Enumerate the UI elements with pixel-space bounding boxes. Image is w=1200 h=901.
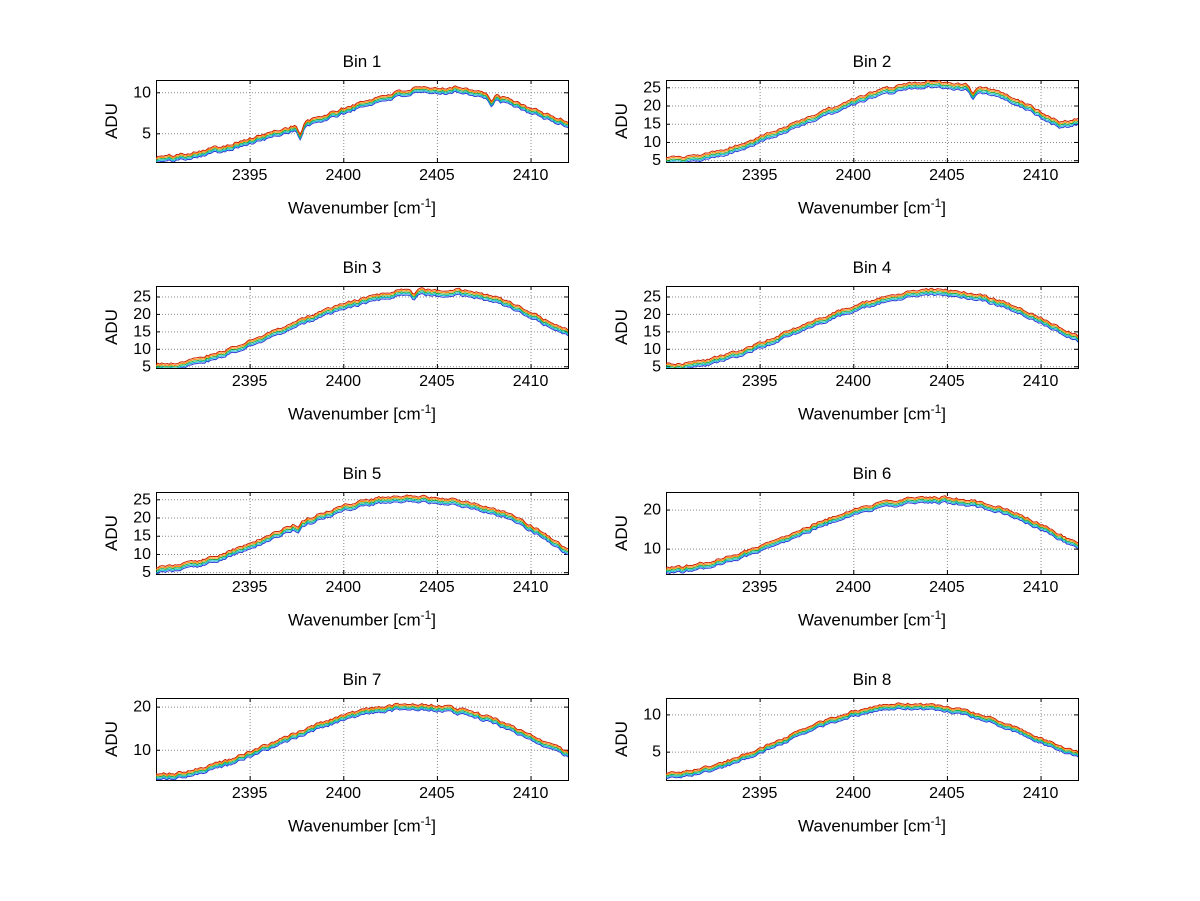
subplot-bin-2: Bin 2 ADU Wavenumber [cm-1] <box>586 50 1086 256</box>
x-axis-label-text: Wavenumber [cm <box>288 198 421 218</box>
x-axis-label-close-bracket: ] <box>431 404 436 424</box>
x-axis-label: Wavenumber [cm-1] <box>666 814 1078 837</box>
x-axis-label-close-bracket: ] <box>941 816 946 836</box>
subplot-grid: Bin 1 ADU Wavenumber [cm-1] Bin 2 ADU Wavenum… <box>76 50 1200 874</box>
y-axis-label: ADU <box>102 309 121 345</box>
y-axis-label: ADU <box>102 515 121 551</box>
chart-title: Bin 6 <box>852 464 892 483</box>
y-axis-label: ADU <box>612 103 631 139</box>
subplot-bin-4: Bin 4 ADU Wavenumber [cm-1] <box>586 256 1086 462</box>
chart-title: Bin 5 <box>342 464 382 483</box>
x-axis-label-close-bracket: ] <box>941 404 946 424</box>
y-axis-label: ADU <box>612 309 631 345</box>
y-axis-label: ADU <box>612 721 631 757</box>
plot-canvas <box>106 486 576 606</box>
x-axis-label-close-bracket: ] <box>941 198 946 218</box>
subplot-bin-1: Bin 1 ADU Wavenumber [cm-1] <box>76 50 576 256</box>
x-axis-label: Wavenumber [cm-1] <box>156 814 568 837</box>
x-axis-label-text: Wavenumber [cm <box>798 404 931 424</box>
chart-title: Bin 4 <box>852 258 892 277</box>
x-axis-label-close-bracket: ] <box>431 610 436 630</box>
y-axis-label: ADU <box>102 103 121 139</box>
plot-area: ADU <box>612 486 1086 606</box>
subplot-bin-8: Bin 8 ADU Wavenumber [cm-1] <box>586 668 1086 874</box>
x-axis-label-text: Wavenumber [cm <box>288 610 421 630</box>
subplot-bin-6: Bin 6 ADU Wavenumber [cm-1] <box>586 462 1086 668</box>
x-axis-label-text: Wavenumber [cm <box>288 816 421 836</box>
subplot-bin-5: Bin 5 ADU Wavenumber [cm-1] <box>76 462 576 668</box>
x-axis-label-superscript: -1 <box>930 608 942 622</box>
chart-title: Bin 7 <box>342 670 382 689</box>
chart-title: Bin 8 <box>852 670 892 689</box>
x-axis-label-text: Wavenumber [cm <box>798 198 931 218</box>
plot-canvas <box>616 74 1086 194</box>
x-axis-label: Wavenumber [cm-1] <box>666 196 1078 219</box>
plot-area: ADU <box>612 280 1086 400</box>
x-axis-label: Wavenumber [cm-1] <box>666 608 1078 631</box>
y-axis-label: ADU <box>102 721 121 757</box>
y-axis-label: ADU <box>612 515 631 551</box>
plot-area: ADU <box>102 486 576 606</box>
x-axis-label-superscript: -1 <box>420 814 432 828</box>
plot-canvas <box>616 486 1086 606</box>
chart-title: Bin 1 <box>342 52 382 71</box>
plot-canvas <box>616 280 1086 400</box>
x-axis-label-superscript: -1 <box>420 608 432 622</box>
plot-canvas <box>106 692 576 812</box>
plot-canvas <box>106 74 576 194</box>
plot-canvas <box>106 280 576 400</box>
subplot-bin-7: Bin 7 ADU Wavenumber [cm-1] <box>76 668 576 874</box>
x-axis-label-text: Wavenumber [cm <box>798 610 931 630</box>
x-axis-label-superscript: -1 <box>930 814 942 828</box>
x-axis-label-close-bracket: ] <box>431 816 436 836</box>
plot-area: ADU <box>102 692 576 812</box>
x-axis-label-superscript: -1 <box>930 402 942 416</box>
plot-area: ADU <box>612 692 1086 812</box>
plot-area: ADU <box>612 74 1086 194</box>
x-axis-label-text: Wavenumber [cm <box>288 404 421 424</box>
x-axis-label-close-bracket: ] <box>941 610 946 630</box>
plot-area: ADU <box>102 280 576 400</box>
x-axis-label: Wavenumber [cm-1] <box>156 402 568 425</box>
x-axis-label: Wavenumber [cm-1] <box>156 196 568 219</box>
plot-canvas <box>616 692 1086 812</box>
x-axis-label: Wavenumber [cm-1] <box>156 608 568 631</box>
chart-title: Bin 2 <box>852 52 892 71</box>
x-axis-label-superscript: -1 <box>930 196 942 210</box>
x-axis-label: Wavenumber [cm-1] <box>666 402 1078 425</box>
subplot-bin-3: Bin 3 ADU Wavenumber [cm-1] <box>76 256 576 462</box>
x-axis-label-superscript: -1 <box>420 402 432 416</box>
x-axis-label-text: Wavenumber [cm <box>798 816 931 836</box>
chart-title: Bin 3 <box>342 258 382 277</box>
x-axis-label-superscript: -1 <box>420 196 432 210</box>
x-axis-label-close-bracket: ] <box>431 198 436 218</box>
plot-area: ADU <box>102 74 576 194</box>
